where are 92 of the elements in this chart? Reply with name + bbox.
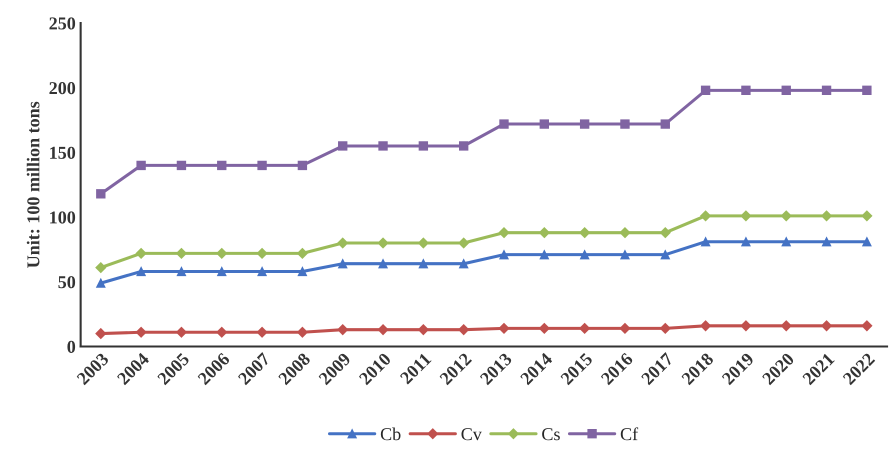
y-axis-title: Unit: 100 million tons [26,102,40,268]
legend-label: Cf [620,427,638,440]
point [296,326,308,338]
point [821,210,832,222]
point [498,227,510,238]
y-tick-label: 100 [50,211,76,224]
point [298,266,308,276]
point [700,86,710,96]
point [660,322,671,334]
point [538,227,550,238]
point [620,322,630,334]
point [499,250,509,260]
point [256,248,268,259]
point [700,210,712,222]
point [458,324,470,336]
point [700,320,712,332]
point [136,326,147,338]
point [418,238,429,248]
point [660,119,670,129]
point [660,227,671,238]
point [96,278,106,288]
legend-label: Cs [542,428,560,440]
point [861,320,872,332]
point [378,259,388,268]
point [176,160,186,170]
y-tick-label: 250 [49,17,76,30]
point [458,238,470,248]
point [458,141,468,151]
x-tick-label: 2011 [399,352,432,385]
point [538,322,550,334]
point [580,119,590,129]
point [338,141,348,151]
point [136,248,147,259]
point [741,86,751,96]
point [378,141,388,151]
point [337,238,348,248]
point [821,320,832,332]
point [740,210,752,222]
point [418,259,428,268]
point [620,227,630,238]
point [499,119,509,129]
point [780,210,792,222]
point [298,160,308,170]
point [216,248,228,259]
point [418,324,429,336]
point [782,237,791,246]
point [95,328,106,339]
y-tick-label: 150 [50,146,76,159]
point [700,237,710,246]
point [498,322,510,334]
point [861,210,872,222]
legend-label: Cb [380,428,400,440]
point [579,322,590,334]
point [540,119,550,129]
point [822,86,832,96]
point [862,237,872,246]
y-tick-label: 0 [67,340,76,353]
point [620,250,630,260]
y-tick-label: 200 [49,82,76,94]
point [740,320,752,332]
point [136,160,146,170]
point [741,237,751,246]
point [338,259,348,268]
point [378,324,388,336]
point [378,238,388,248]
point [579,227,590,238]
point [862,86,872,96]
point [418,141,428,151]
point [257,160,267,170]
point [217,160,226,170]
point [458,259,468,268]
point [337,324,348,336]
point [176,248,187,259]
point [256,326,268,338]
point [780,320,792,332]
point [660,250,670,260]
point [257,266,267,276]
point [540,250,550,260]
legend-label: Cv [462,428,482,440]
point [822,237,832,246]
point [176,326,187,338]
point [95,262,106,274]
point [782,86,791,96]
point [136,266,146,276]
point [176,266,186,276]
point [580,250,590,260]
point [620,119,630,129]
point [216,326,228,338]
y-tick-label: 50 [58,276,76,288]
point [96,189,106,199]
point [217,266,226,276]
point [296,248,308,259]
